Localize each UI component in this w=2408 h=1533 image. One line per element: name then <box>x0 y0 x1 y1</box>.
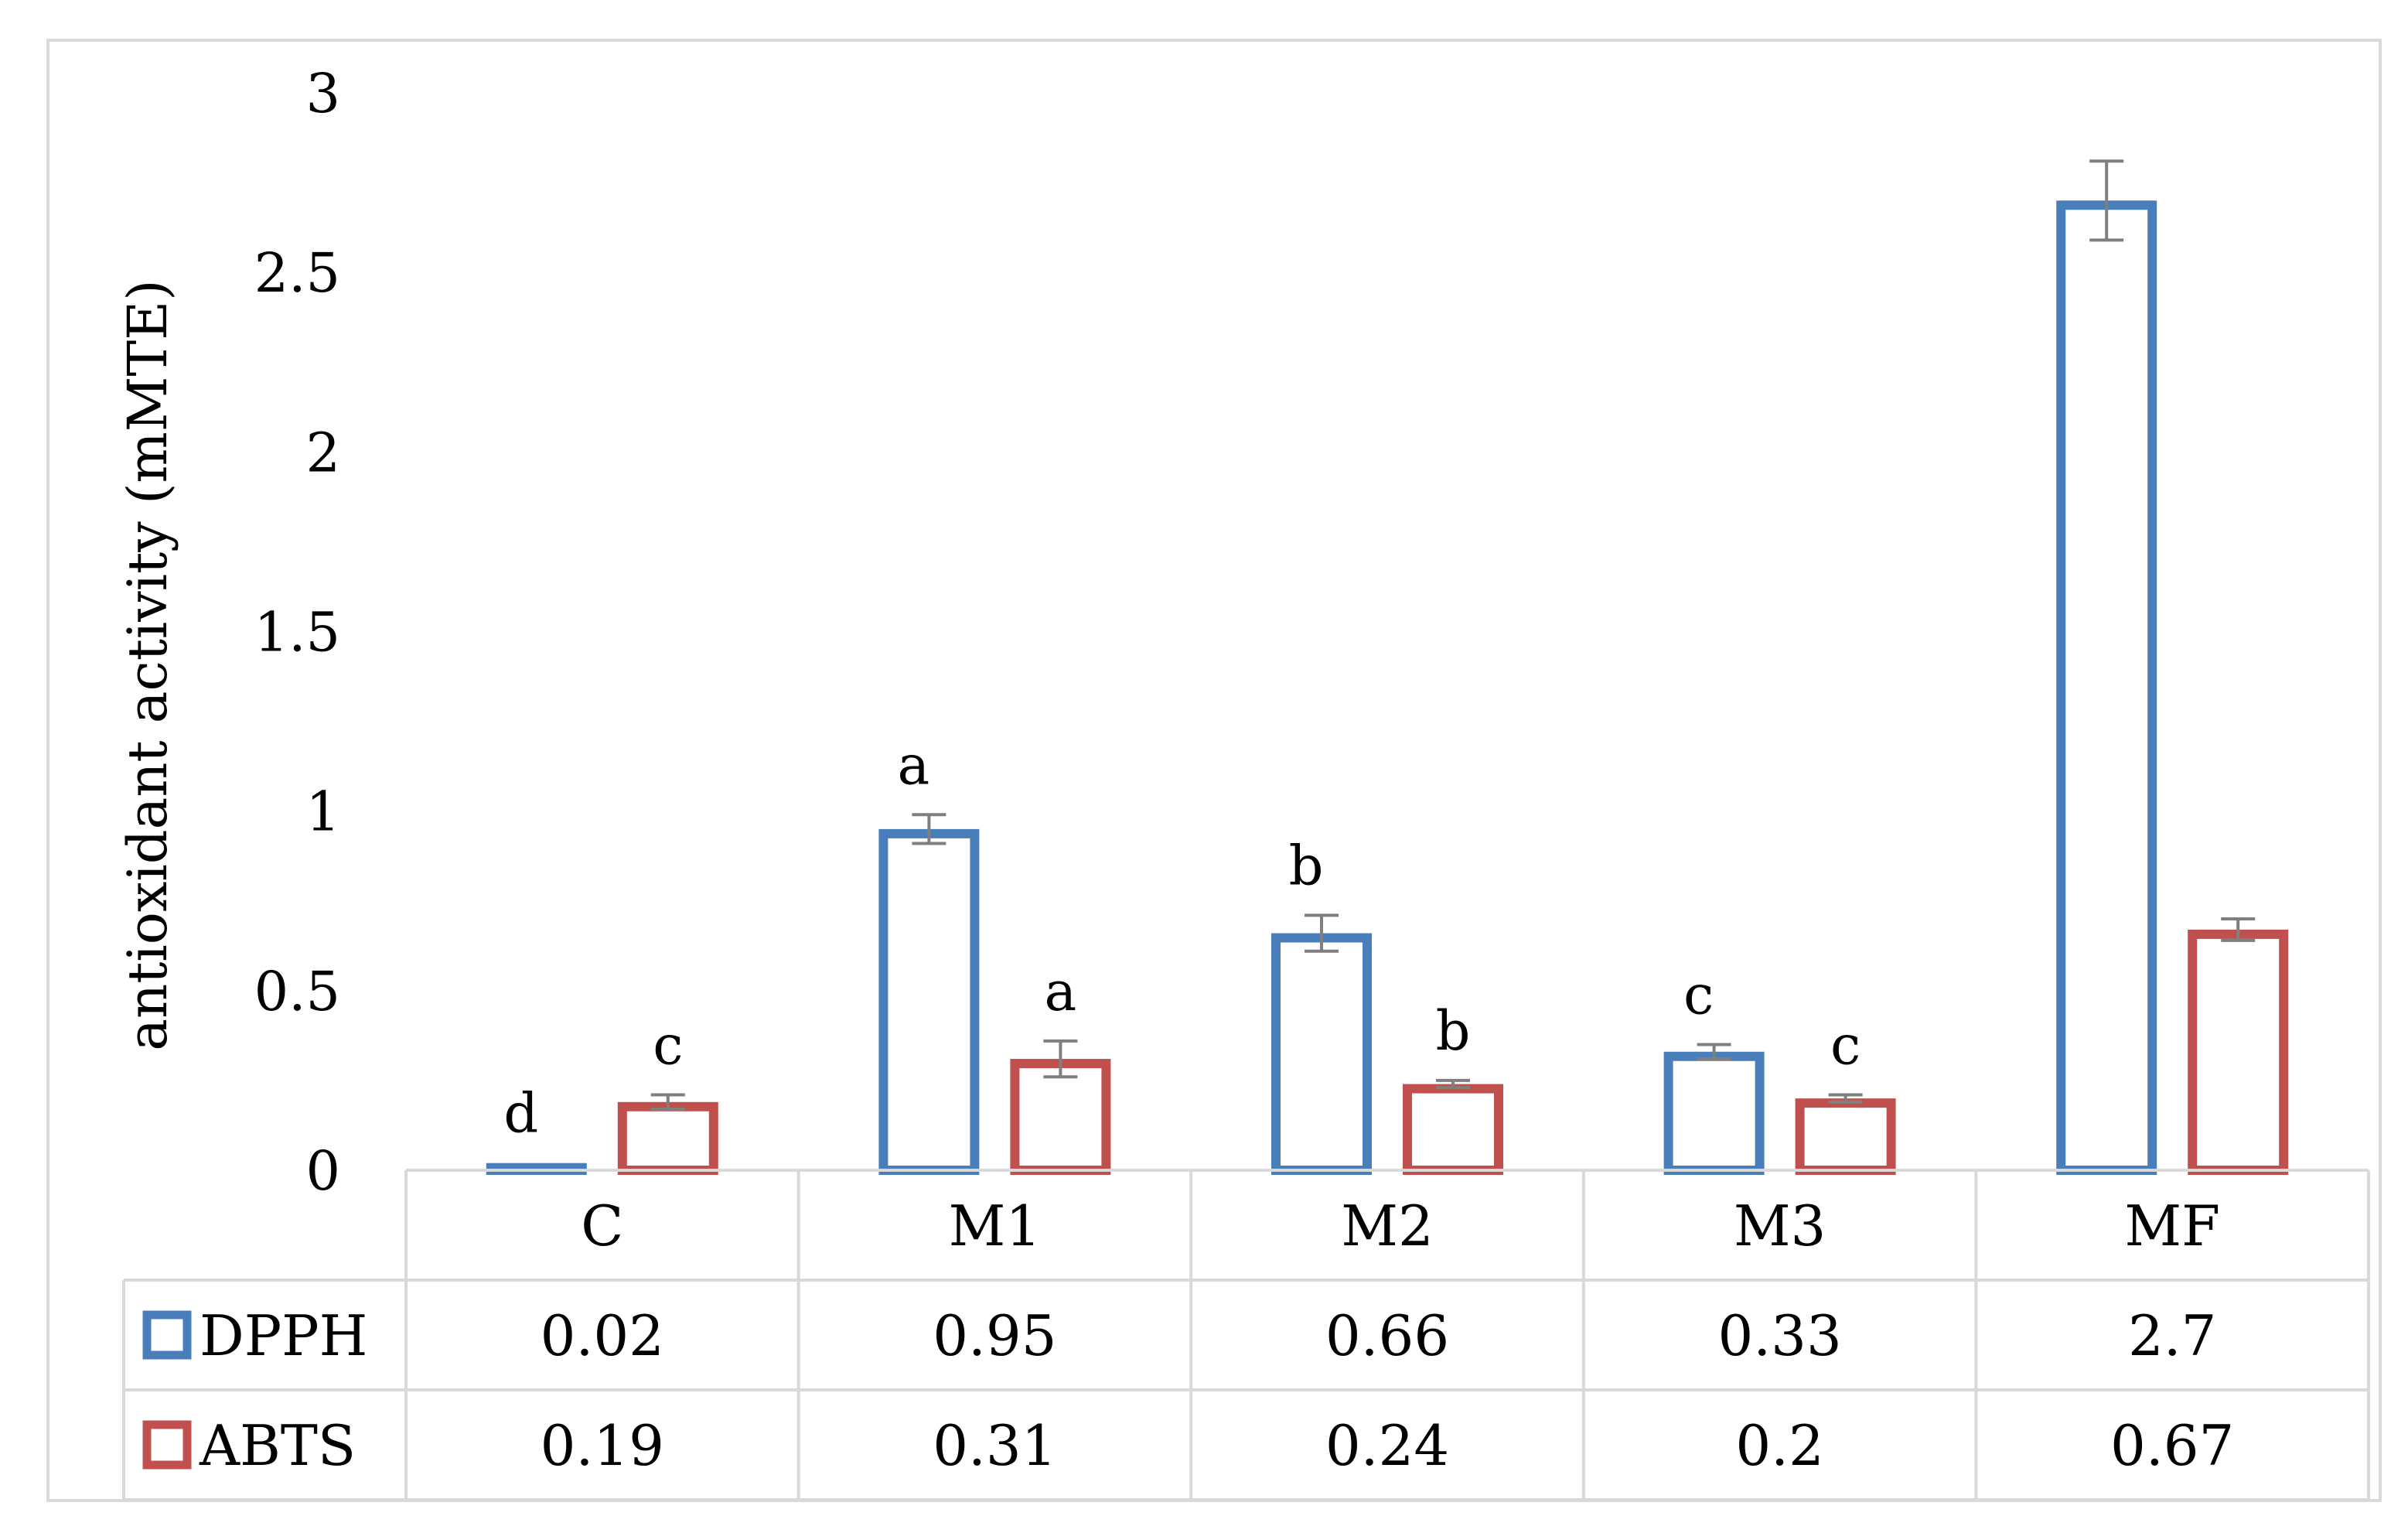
data-label: 0.02 <box>541 1303 664 1368</box>
error-bar-abts-m1 <box>1043 1039 1078 1079</box>
error-bar-abts-c <box>650 1093 685 1111</box>
y-tick-label: 3 <box>305 62 340 125</box>
significance-label: a <box>1045 960 1077 1023</box>
significance-label: b <box>1289 834 1324 897</box>
bar-abts-c <box>617 1101 718 1175</box>
y-axis-ticks: 0 0.5 1 1.5 2 2.5 3 <box>254 62 340 1203</box>
error-bar-abts-mf <box>2221 917 2256 942</box>
x-tick-label: M3 <box>1734 1193 1826 1258</box>
significance-label: a <box>898 733 930 797</box>
x-tick-label: C <box>581 1193 623 1258</box>
y-tick-label: 0.5 <box>254 960 340 1023</box>
significance-label: b <box>1436 999 1471 1063</box>
y-tick-label: 2.5 <box>254 241 340 305</box>
bar-abts-m1 <box>1010 1059 1111 1175</box>
data-label: 0.24 <box>1325 1413 1449 1478</box>
legend-key-dpph <box>142 1310 192 1360</box>
error-bar-dpph-m1 <box>912 813 946 845</box>
bars <box>486 200 2289 1176</box>
x-tick-label: MF <box>2124 1193 2220 1258</box>
data-label: 0.33 <box>1717 1303 1841 1368</box>
data-label: 2.7 <box>2128 1303 2217 1368</box>
bar-abts-m2 <box>1403 1084 1503 1176</box>
bar-dpph-m2 <box>1271 933 1372 1176</box>
x-tick-label: M2 <box>1341 1193 1434 1258</box>
x-tick-label: M1 <box>949 1193 1042 1258</box>
error-bar-dpph-mf <box>2089 159 2124 242</box>
y-axis-label: antioxidant activity (mMTE) <box>116 279 179 1050</box>
significance-label: c <box>653 1013 683 1077</box>
data-table: C M1 M2 M3 MF DPPH 0.02 0.95 0.66 0.33 2.7 ABTS 0.19… <box>122 1169 2370 1501</box>
bar-dpph-mf <box>2056 200 2157 1175</box>
significance-label: d <box>503 1082 538 1145</box>
y-tick-label: 1.5 <box>254 601 340 664</box>
data-label: 0.67 <box>2110 1413 2234 1478</box>
bar-dpph-m1 <box>878 828 980 1175</box>
significance-label: c <box>1683 963 1714 1026</box>
error-bar-dpph-m3 <box>1697 1043 1731 1061</box>
error-bar-dpph-m2 <box>1305 913 1339 953</box>
significance-label: c <box>1830 1013 1861 1077</box>
chart-frame <box>46 39 2382 1502</box>
bar-abts-mf <box>2188 929 2289 1175</box>
data-label: 0.66 <box>1325 1303 1449 1368</box>
bar-abts-m3 <box>1795 1098 1896 1175</box>
data-label: 0.31 <box>933 1413 1056 1478</box>
y-tick-label: 0 <box>305 1139 340 1203</box>
y-tick-label: 1 <box>305 780 340 844</box>
error-bar-abts-m3 <box>1828 1093 1863 1104</box>
data-label: 0.19 <box>541 1413 664 1478</box>
legend-label-abts: ABTS <box>199 1413 356 1478</box>
error-bar-abts-m2 <box>1436 1078 1470 1090</box>
data-label: 0.2 <box>1735 1413 1824 1478</box>
significance-labels: d c a a b b c c <box>503 733 1861 1145</box>
data-label: 0.95 <box>933 1303 1056 1368</box>
legend-label-dpph: DPPH <box>200 1303 367 1368</box>
error-bars <box>650 159 2256 1111</box>
y-tick-label: 2 <box>305 421 340 484</box>
bar-dpph-m3 <box>1663 1051 1765 1176</box>
legend-key-abts <box>142 1420 192 1470</box>
